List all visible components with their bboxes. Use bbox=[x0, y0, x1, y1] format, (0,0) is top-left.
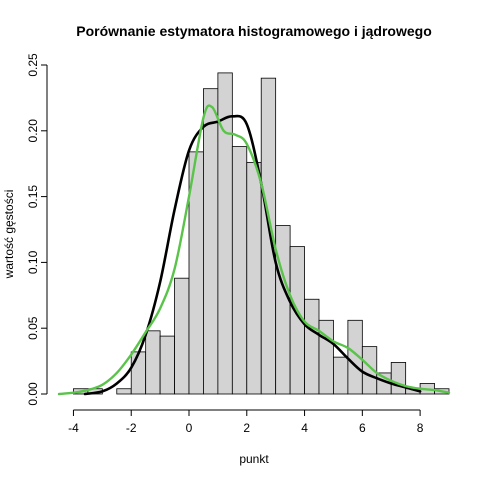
x-tick-label: -2 bbox=[126, 421, 137, 435]
x-axis-label: punkt bbox=[239, 452, 269, 466]
kernel-density-curve-black bbox=[83, 114, 422, 396]
x-tick-label: 0 bbox=[186, 421, 193, 435]
histogram-bar bbox=[275, 225, 291, 395]
histogram-bar bbox=[333, 356, 349, 395]
y-tick-label: 0.25 bbox=[26, 53, 40, 77]
x-axis: -4 -2 0 2 4 6 8 bbox=[68, 409, 424, 435]
histogram-bar bbox=[174, 277, 190, 395]
histogram-bar bbox=[203, 88, 219, 395]
y-tick-label: 0.20 bbox=[26, 119, 40, 143]
histogram-bar bbox=[159, 335, 175, 395]
histogram-bar bbox=[130, 351, 147, 395]
chart-title: Porównanie estymatora histogramowego i j… bbox=[76, 23, 432, 39]
histogram-bars bbox=[73, 72, 450, 395]
histogram-bar bbox=[116, 388, 132, 395]
y-tick-label: 0.10 bbox=[26, 250, 40, 274]
x-tick-label: 2 bbox=[243, 421, 250, 435]
x-tick-label: 6 bbox=[359, 421, 366, 435]
density-curves bbox=[57, 104, 451, 396]
y-axis-label: wartość gęstości bbox=[2, 190, 16, 280]
kernel-density-curve-green bbox=[57, 104, 451, 396]
histogram-bar bbox=[231, 146, 248, 395]
histogram-bar bbox=[304, 298, 320, 395]
y-tick-label: 0.00 bbox=[26, 382, 40, 406]
histogram-bar bbox=[246, 161, 262, 395]
y-tick-label: 0.05 bbox=[26, 316, 40, 340]
x-tick-label: -4 bbox=[68, 421, 79, 435]
y-tick-label: 0.15 bbox=[26, 185, 40, 209]
histogram-bar bbox=[390, 362, 407, 395]
y-axis: 0.00 0.05 0.10 0.15 0.20 0.25 bbox=[26, 53, 48, 406]
x-tick-label: 4 bbox=[301, 421, 308, 435]
x-tick-label: 8 bbox=[417, 421, 424, 435]
histogram-bar bbox=[145, 330, 161, 395]
